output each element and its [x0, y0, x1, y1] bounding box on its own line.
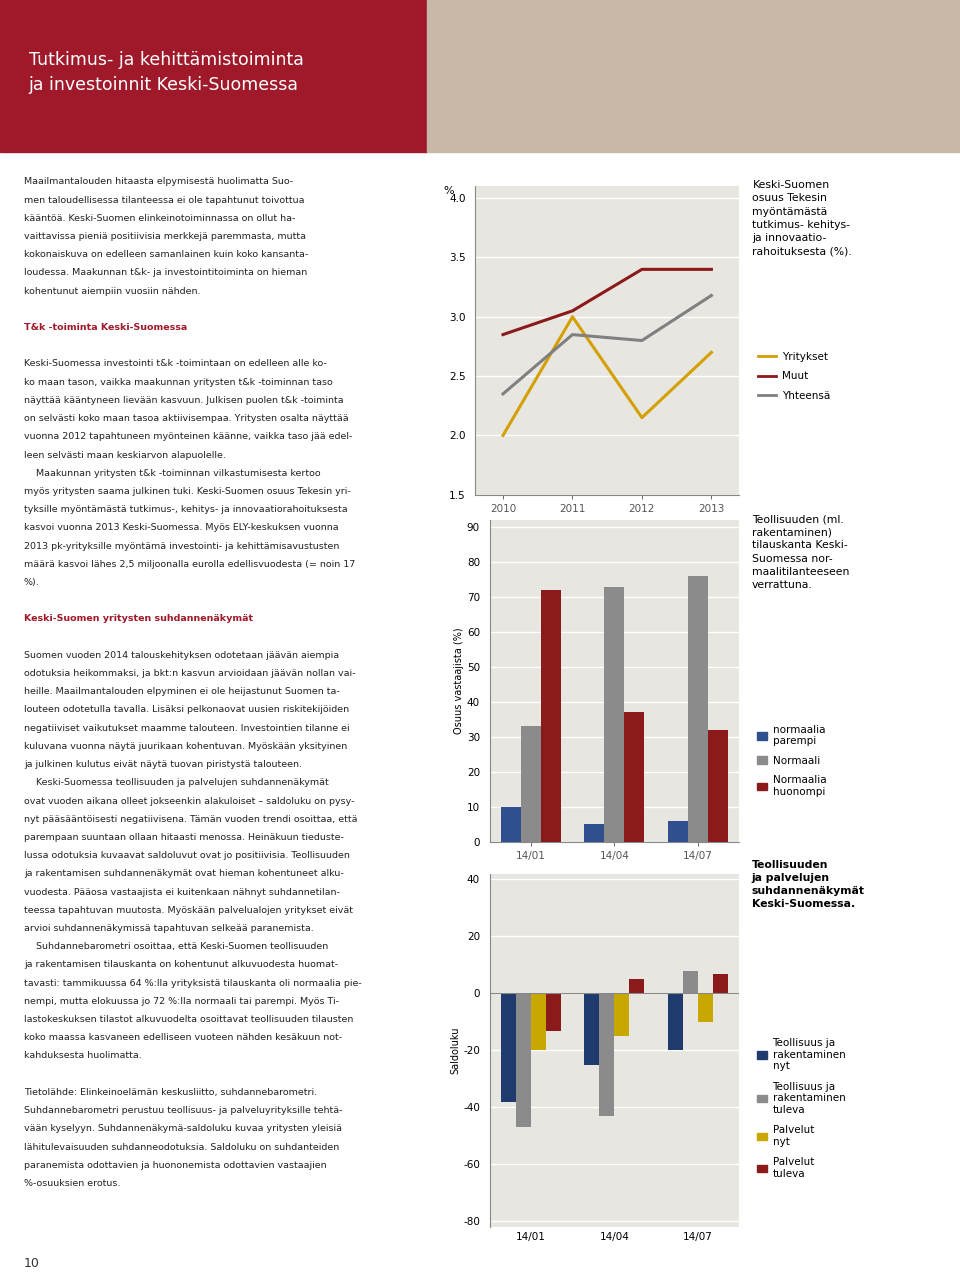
Bar — [501, 807, 521, 842]
Text: kahduksesta huolimatta.: kahduksesta huolimatta. — [24, 1051, 142, 1060]
Text: teessa tapahtuvan muutosta. Myöskään palvelualojen yritykset eivät: teessa tapahtuvan muutosta. Myöskään pal… — [24, 906, 353, 915]
Bar — [585, 824, 605, 842]
Y-axis label: Osuus vastaajista (%): Osuus vastaajista (%) — [454, 628, 464, 734]
Legend: Teollisuus ja
rakentaminen
nyt, Teollisuus ja
rakentaminen
tuleva, Palvelut
nyt,: Teollisuus ja rakentaminen nyt, Teollisu… — [756, 1038, 845, 1178]
Text: lähitulevaisuuden suhdanneodotuksia. Saldoluku on suhdanteiden: lähitulevaisuuden suhdanneodotuksia. Sal… — [24, 1142, 339, 1151]
Text: kokonaiskuva on edelleen samanlainen kuin koko kansanta-: kokonaiskuva on edelleen samanlainen kui… — [24, 251, 308, 260]
Text: 2013 pk-yrityksille myöntämä investointi- ja kehittämisavustusten: 2013 pk-yrityksille myöntämä investointi… — [24, 541, 340, 550]
Y-axis label: Saldoluku: Saldoluku — [450, 1027, 460, 1074]
Text: paranemista odottavien ja huononemista odottavien vastaajien: paranemista odottavien ja huononemista o… — [24, 1160, 326, 1169]
Text: myös yritysten saama julkinen tuki. Keski-Suomen osuus Tekesin yri-: myös yritysten saama julkinen tuki. Kesk… — [24, 487, 350, 496]
Bar — [541, 590, 562, 842]
Bar — [667, 821, 687, 842]
Text: vuonna 2012 tapahtuneen myönteinen käänne, vaikka taso jää edel-: vuonna 2012 tapahtuneen myönteinen käänn… — [24, 432, 352, 441]
Text: %-osuuksien erotus.: %-osuuksien erotus. — [24, 1178, 120, 1187]
Bar — [698, 993, 712, 1022]
Text: ja rakentamisen tilauskanta on kohentunut alkuvuodesta huomat-: ja rakentamisen tilauskanta on kohentunu… — [24, 960, 338, 969]
Text: 10: 10 — [24, 1257, 40, 1270]
Bar — [614, 993, 630, 1036]
Text: Tietolähde: Elinkeinoelämän keskusliitto, suhdannebarometri.: Tietolähde: Elinkeinoelämän keskusliitto… — [24, 1088, 317, 1097]
Text: koko maassa kasvaneen edelliseen vuoteen nähden kesäkuun not-: koko maassa kasvaneen edelliseen vuoteen… — [24, 1033, 342, 1042]
Text: vuodesta. Pääosa vastaajista ei kuitenkaan nähnyt suhdannetilan-: vuodesta. Pääosa vastaajista ei kuitenka… — [24, 888, 340, 897]
Text: heille. Maailmantalouden elpyminen ei ole heijastunut Suomen ta-: heille. Maailmantalouden elpyminen ei ol… — [24, 687, 340, 696]
Text: arvioi suhdannenäkymissä tapahtuvan selkeää paranemista.: arvioi suhdannenäkymissä tapahtuvan selk… — [24, 924, 314, 933]
Text: määrä kasvoi lähes 2,5 miljoonalla eurolla edellisvuodesta (= noin 17: määrä kasvoi lähes 2,5 miljoonalla eurol… — [24, 560, 355, 569]
Text: Keski-Suomessa teollisuuden ja palvelujen suhdannenäkymät: Keski-Suomessa teollisuuden ja palveluje… — [24, 779, 328, 788]
Text: vään kyselyyn. Suhdannenäkymä-saldoluku kuvaa yritysten yleisiä: vään kyselyyn. Suhdannenäkymä-saldoluku … — [24, 1124, 342, 1133]
Text: Suhdannebarometri perustuu teollisuus- ja palveluyrityksille tehtä-: Suhdannebarometri perustuu teollisuus- j… — [24, 1106, 343, 1115]
Text: leen selvästi maan keskiarvon alapuolelle.: leen selvästi maan keskiarvon alapuolell… — [24, 451, 226, 460]
Text: ja rakentamisen suhdannenäkymät ovat hieman kohentuneet alku-: ja rakentamisen suhdannenäkymät ovat hie… — [24, 870, 344, 879]
Text: Teollisuuden
ja palvelujen
suhdannenäkymät
Keski-Suomessa.: Teollisuuden ja palvelujen suhdannenäkym… — [752, 860, 865, 910]
Text: vaittavissa pieniä positiivisia merkkejä paremmasta, mutta: vaittavissa pieniä positiivisia merkkejä… — [24, 233, 306, 242]
Text: Keski-Suomen
osuus Tekesin
myöntämästä
tutkimus- kehitys-
ja innovaatio-
rahoitu: Keski-Suomen osuus Tekesin myöntämästä t… — [753, 180, 852, 256]
Text: loudessa. Maakunnan t&k- ja investointitoiminta on hieman: loudessa. Maakunnan t&k- ja investointit… — [24, 269, 307, 278]
Text: T&k -toiminta Keski-Suomessa: T&k -toiminta Keski-Suomessa — [24, 323, 187, 332]
Bar — [501, 993, 516, 1101]
Bar — [605, 587, 624, 842]
Text: Maakunnan yritysten t&k -toiminnan vilkastumisesta kertoo: Maakunnan yritysten t&k -toiminnan vilka… — [24, 469, 321, 478]
Text: kääntöä. Keski-Suomen elinkeinotoiminnassa on ollut ha-: kääntöä. Keski-Suomen elinkeinotoiminnas… — [24, 213, 296, 222]
Text: näyttää kääntyneen lievään kasvuun. Julkisen puolen t&k -toiminta: näyttää kääntyneen lievään kasvuun. Julk… — [24, 396, 344, 405]
Text: Tutkimus- ja kehittämistoiminta
ja investoinnit Keski-Suomessa: Tutkimus- ja kehittämistoiminta ja inves… — [29, 51, 303, 94]
Text: parempaan suuntaan ollaan hitaasti menossa. Heinäkuun tieduste-: parempaan suuntaan ollaan hitaasti menos… — [24, 833, 344, 842]
Text: %).: %). — [24, 578, 39, 587]
Text: Maailmantalouden hitaasta elpymisestä huolimatta Suo-: Maailmantalouden hitaasta elpymisestä hu… — [24, 177, 293, 186]
Text: lussa odotuksia kuvaavat saldoluvut ovat jo positiivisia. Teollisuuden: lussa odotuksia kuvaavat saldoluvut ovat… — [24, 851, 349, 860]
Text: ja julkinen kulutus eivät näytä tuovan piristystä talouteen.: ja julkinen kulutus eivät näytä tuovan p… — [24, 761, 302, 770]
Text: ovat vuoden aikana olleet jokseenkin alakuloiset – saldoluku on pysy-: ovat vuoden aikana olleet jokseenkin ala… — [24, 797, 354, 806]
Text: tyksille myöntämästä tutkimus-, kehitys- ja innovaatiorahoituksesta: tyksille myöntämästä tutkimus-, kehitys-… — [24, 505, 348, 514]
Bar — [667, 993, 683, 1051]
Text: lastokeskuksen tilastot alkuvuodelta osoittavat teollisuuden tilausten: lastokeskuksen tilastot alkuvuodelta oso… — [24, 1015, 353, 1024]
Legend: Yritykset, Muut, Yhteensä: Yritykset, Muut, Yhteensä — [757, 352, 829, 401]
Text: Keski-Suomen yritysten suhdannenäkymät: Keski-Suomen yritysten suhdannenäkymät — [24, 614, 253, 623]
Text: kuluvana vuonna näytä juurikaan kohentuvan. Myöskään yksityinen: kuluvana vuonna näytä juurikaan kohentuv… — [24, 741, 348, 750]
Text: negatiiviset vaikutukset maamme talouteen. Investointien tilanne ei: negatiiviset vaikutukset maamme taloutee… — [24, 723, 349, 732]
Text: on selvästi koko maan tasoa aktiivisempaa. Yritysten osalta näyttää: on selvästi koko maan tasoa aktiivisempa… — [24, 414, 348, 423]
Bar — [708, 730, 728, 842]
Legend: normaalia
parempi, Normaali, Normaalia
huonompi: normaalia parempi, Normaali, Normaalia h… — [756, 725, 827, 797]
Bar — [630, 979, 644, 993]
Bar — [712, 974, 728, 993]
Bar — [585, 993, 599, 1065]
Text: Teollisuuden (ml.
rakentaminen)
tilauskanta Keski-
Suomessa nor-
maalitilanteese: Teollisuuden (ml. rakentaminen) tilauska… — [752, 514, 849, 590]
Bar — [687, 576, 708, 842]
Text: kohentunut aiempiin vuosiin nähden.: kohentunut aiempiin vuosiin nähden. — [24, 287, 201, 296]
Bar — [683, 970, 698, 993]
Text: men taloudellisessa tilanteessa ei ole tapahtunut toivottua: men taloudellisessa tilanteessa ei ole t… — [24, 195, 304, 204]
Text: %: % — [444, 186, 454, 197]
Text: nyt pääsääntöisesti negatiivisena. Tämän vuoden trendi osoittaa, että: nyt pääsääntöisesti negatiivisena. Tämän… — [24, 815, 357, 824]
Text: Suomen vuoden 2014 talouskehityksen odotetaan jäävän aiempia: Suomen vuoden 2014 talouskehityksen odot… — [24, 650, 339, 659]
Text: kasvoi vuonna 2013 Keski-Suomessa. Myös ELY-keskuksen vuonna: kasvoi vuonna 2013 Keski-Suomessa. Myös … — [24, 523, 339, 532]
Text: nempi, mutta elokuussa jo 72 %:lla normaali tai parempi. Myös Ti-: nempi, mutta elokuussa jo 72 %:lla norma… — [24, 997, 339, 1006]
Bar — [599, 993, 614, 1117]
Text: louteen odotetulla tavalla. Lisäksi pelkonaovat uusien riskitekijöiden: louteen odotetulla tavalla. Lisäksi pelk… — [24, 705, 349, 714]
Bar — [546, 993, 562, 1031]
Bar — [624, 712, 644, 842]
Text: Suhdannebarometri osoittaa, että Keski-Suomen teollisuuden: Suhdannebarometri osoittaa, että Keski-S… — [24, 942, 328, 951]
Text: ko maan tason, vaikka maakunnan yritysten t&k -toiminnan taso: ko maan tason, vaikka maakunnan yrityste… — [24, 378, 333, 387]
Text: tavasti: tammikuussa 64 %:lla yrityksistä tilauskanta oli normaalia pie-: tavasti: tammikuussa 64 %:lla yrityksist… — [24, 979, 362, 988]
Bar — [531, 993, 546, 1051]
Bar — [521, 726, 541, 842]
Text: Keski-Suomessa investointi t&k -toimintaan on edelleen alle ko-: Keski-Suomessa investointi t&k -toiminta… — [24, 360, 326, 369]
Bar — [516, 993, 531, 1127]
Text: odotuksia heikommaksi, ja bkt:n kasvun arvioidaan jäävän nollan vai-: odotuksia heikommaksi, ja bkt:n kasvun a… — [24, 669, 355, 678]
